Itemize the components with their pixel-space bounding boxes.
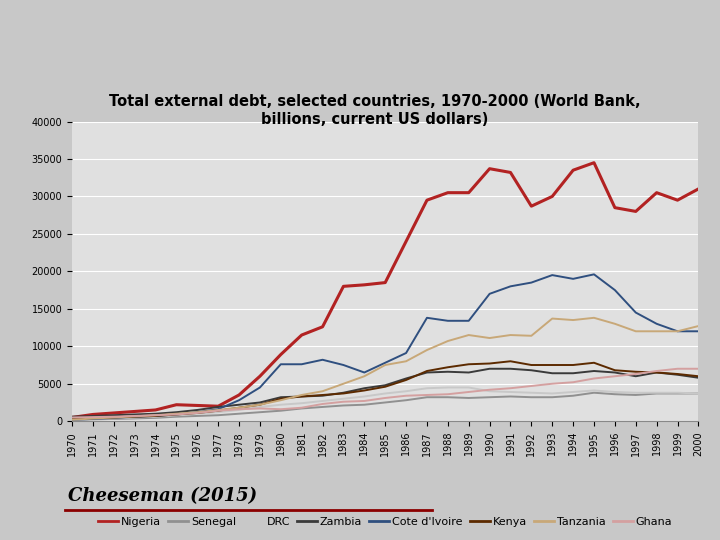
Text: Total external debt, selected countries, 1970-2000 (World Bank,
billions, curren: Total external debt, selected countries,… bbox=[109, 94, 640, 127]
Legend: Nigeria, Senegal, DRC, Zambia, Cote d'Ivoire, Kenya, Tanzania, Ghana: Nigeria, Senegal, DRC, Zambia, Cote d'Iv… bbox=[94, 512, 677, 531]
Text: Cheeseman (2015): Cheeseman (2015) bbox=[68, 487, 258, 505]
